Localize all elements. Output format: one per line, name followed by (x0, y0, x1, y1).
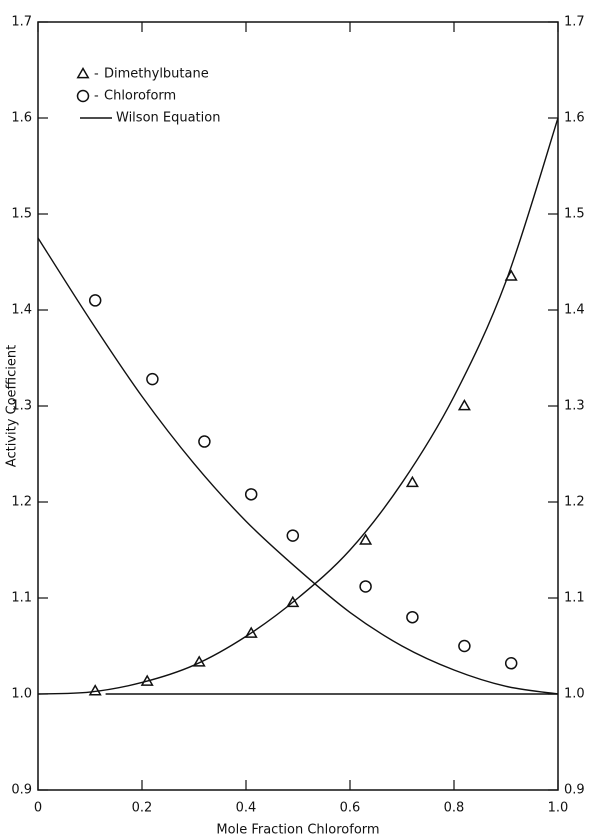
triangle-point (286, 595, 300, 608)
x-tick-label: 0.8 (444, 801, 465, 816)
circle-point (406, 610, 419, 624)
triangle-point (457, 398, 471, 411)
circle-point (286, 529, 300, 542)
circle-point (146, 372, 159, 386)
y-tick-label: 1.4 (11, 303, 32, 318)
legend-label: Wilson Equation (116, 111, 220, 126)
y2-tick-label: 1.1 (564, 591, 585, 606)
x-tick-label: 1.0 (548, 801, 569, 816)
y-tick-label: 0.9 (11, 783, 32, 798)
y2-tick-label: 1.2 (564, 495, 585, 510)
y-tick-label: 1.2 (11, 495, 32, 510)
circle-point (359, 580, 372, 593)
y-tick-label: 1.3 (11, 399, 32, 414)
y2-tick-label: 1.3 (564, 399, 585, 414)
y-axis-label: Activity Coefficient (5, 345, 20, 467)
wilson-curve (37, 237, 559, 695)
y-tick-label: 1.5 (11, 207, 32, 222)
y2-tick-label: 0.9 (564, 783, 585, 798)
legend-label: Chloroform (104, 89, 176, 104)
y-tick-label: 1.1 (11, 591, 32, 606)
legend-label: Dimethylbutane (104, 67, 209, 82)
x-axis-label: Mole Fraction Chloroform (216, 823, 379, 838)
circle-point (244, 488, 258, 501)
legend-dash: - (94, 89, 99, 104)
legend-marker (76, 66, 90, 79)
legend-dash: - (94, 67, 99, 82)
y2-tick-label: 1.7 (564, 15, 585, 30)
y2-tick-label: 1.5 (564, 207, 585, 222)
triangle-point (405, 475, 419, 488)
y2-tick-label: 1.6 (564, 111, 585, 126)
circle-point (458, 639, 471, 653)
x-tick-label: 0.2 (132, 801, 153, 816)
legend-marker (76, 89, 90, 103)
circle-point (198, 435, 211, 448)
circle-point (504, 657, 518, 670)
triangle-point (359, 533, 373, 545)
x-tick-label: 0 (34, 801, 42, 816)
plot-frame (37, 21, 559, 791)
y-tick-label: 1.7 (11, 15, 32, 30)
wilson-curve (37, 117, 559, 695)
circle-point (88, 294, 102, 307)
triangle-point (244, 626, 258, 638)
y-tick-label: 1.0 (11, 687, 32, 702)
x-tick-label: 0.4 (236, 801, 257, 816)
y2-tick-label: 1.4 (564, 303, 585, 318)
triangle-point (88, 684, 102, 696)
y2-tick-label: 1.0 (564, 687, 585, 702)
x-tick-label: 0.6 (340, 801, 361, 816)
y-tick-label: 1.6 (11, 111, 32, 126)
